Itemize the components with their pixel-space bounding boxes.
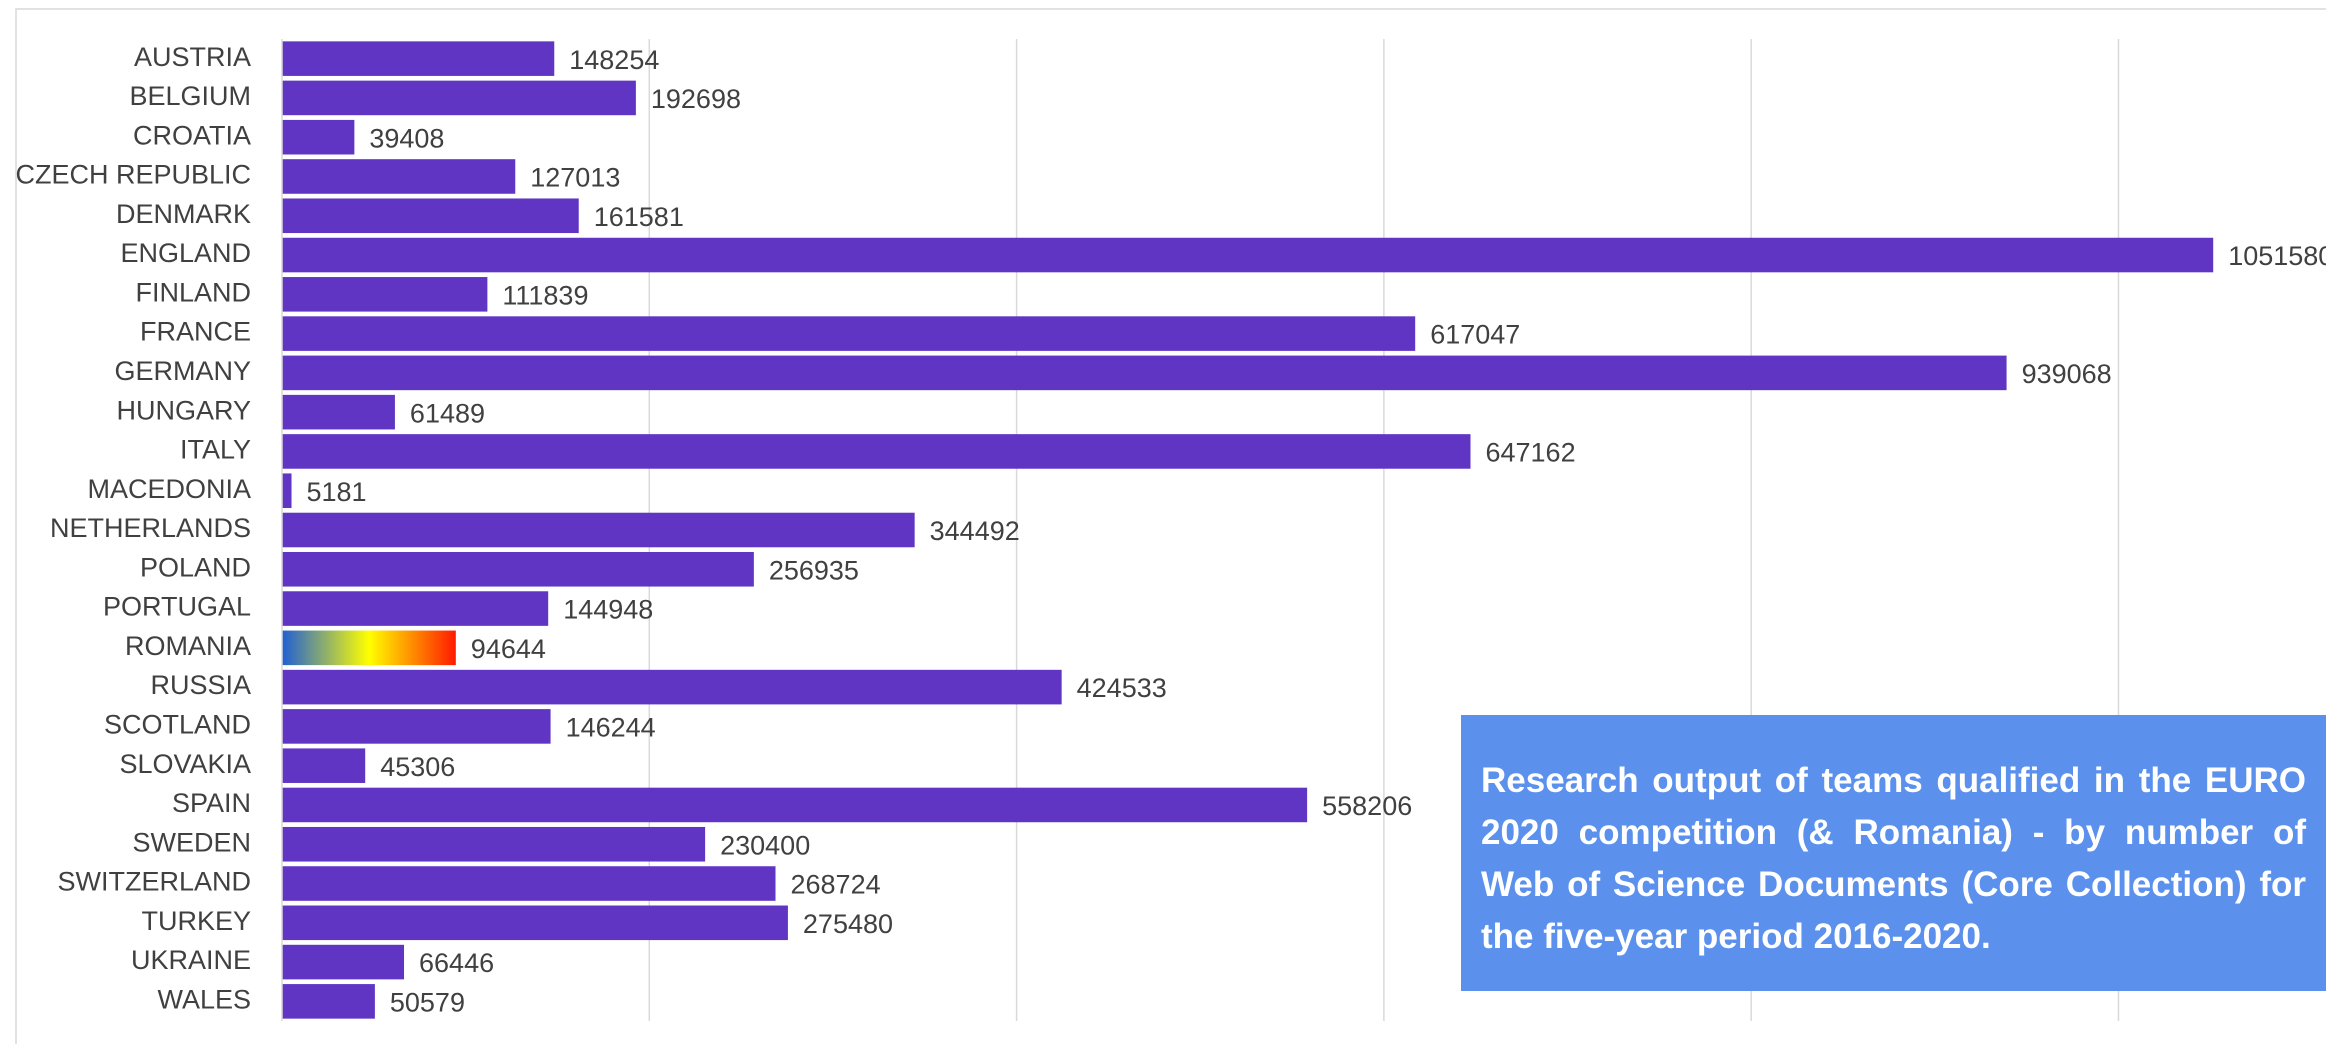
value-label: 268724	[791, 870, 881, 900]
bar	[282, 905, 788, 941]
y-tick-label: SPAIN	[172, 788, 251, 818]
value-label: 61489	[410, 398, 485, 428]
bar	[282, 512, 915, 548]
y-tick-label: CROATIA	[133, 120, 251, 150]
bar	[282, 551, 754, 587]
bar	[282, 237, 2214, 273]
bar	[282, 748, 366, 783]
y-tick-label: ITALY	[180, 435, 251, 465]
value-label: 127013	[530, 163, 620, 193]
bar	[282, 826, 706, 862]
bar	[282, 355, 2007, 391]
title-box: Research output of teams qualified in th…	[1461, 715, 2326, 991]
value-label: 192698	[651, 84, 741, 114]
y-tick-label: WALES	[157, 984, 251, 1014]
bar	[282, 866, 776, 901]
y-tick-label: RUSSIA	[150, 670, 251, 700]
bar	[282, 198, 579, 234]
bar	[282, 709, 551, 744]
y-tick-label: SLOVAKIA	[119, 749, 251, 779]
bar	[282, 119, 355, 155]
y-tick-label: FRANCE	[140, 317, 251, 347]
bar	[282, 80, 636, 116]
y-tick-label: AUSTRIA	[134, 42, 251, 72]
value-label: 161581	[594, 202, 684, 232]
y-tick-label: NETHERLANDS	[50, 513, 251, 543]
value-label: 45306	[380, 752, 455, 782]
value-label: 111839	[502, 280, 588, 310]
bar	[282, 787, 1308, 823]
value-label: 146244	[566, 713, 656, 743]
bar	[282, 277, 488, 312]
bar	[282, 669, 1062, 705]
y-tick-label: UKRAINE	[131, 945, 251, 975]
y-tick-label: SWITZERLAND	[57, 867, 251, 897]
bar	[282, 41, 555, 76]
bar	[282, 394, 395, 430]
y-tick-label: FINLAND	[135, 277, 251, 307]
bar	[282, 984, 375, 1019]
value-label: 39408	[369, 123, 444, 153]
y-tick-label: HUNGARY	[116, 395, 251, 425]
value-label: 5181	[307, 477, 367, 507]
y-tick-label: GERMANY	[114, 356, 251, 386]
value-label: 230400	[720, 830, 810, 860]
bar	[282, 434, 1471, 469]
y-tick-label: TURKEY	[141, 906, 251, 936]
y-tick-label: MACEDONIA	[87, 474, 251, 504]
chart-frame	[15, 8, 2326, 1044]
value-label: 50579	[390, 987, 465, 1017]
y-tick-label: ROMANIA	[125, 631, 251, 661]
y-tick-label: POLAND	[140, 552, 251, 582]
bar	[282, 473, 292, 509]
y-tick-label: SWEDEN	[132, 827, 251, 857]
y-tick-label: DENMARK	[116, 199, 251, 229]
y-tick-label: BELGIUM	[129, 81, 251, 111]
value-label: 256935	[769, 555, 859, 585]
bar	[282, 316, 1416, 351]
value-label: 66446	[419, 948, 494, 978]
y-tick-label: SCOTLAND	[104, 710, 251, 740]
chart-title: Research output of teams qualified in th…	[1481, 761, 2306, 956]
y-tick-label: CZECH REPUBLIC	[15, 160, 251, 190]
value-label: 1051580	[2228, 241, 2326, 271]
bar	[282, 630, 456, 666]
value-label: 144948	[563, 595, 653, 625]
value-label: 424533	[1077, 673, 1167, 703]
value-label: 344492	[930, 516, 1020, 546]
bar	[282, 591, 549, 626]
value-label: 647162	[1485, 438, 1575, 468]
value-label: 94644	[471, 634, 546, 664]
y-tick-label: ENGLAND	[120, 238, 251, 268]
value-label: 617047	[1430, 320, 1520, 350]
bar	[282, 944, 405, 980]
bar	[282, 159, 516, 194]
y-tick-label: PORTUGAL	[103, 592, 251, 622]
value-label: 275480	[803, 909, 893, 939]
value-label: 939068	[2022, 359, 2112, 389]
value-label: 148254	[569, 45, 659, 75]
value-label: 558206	[1322, 791, 1412, 821]
